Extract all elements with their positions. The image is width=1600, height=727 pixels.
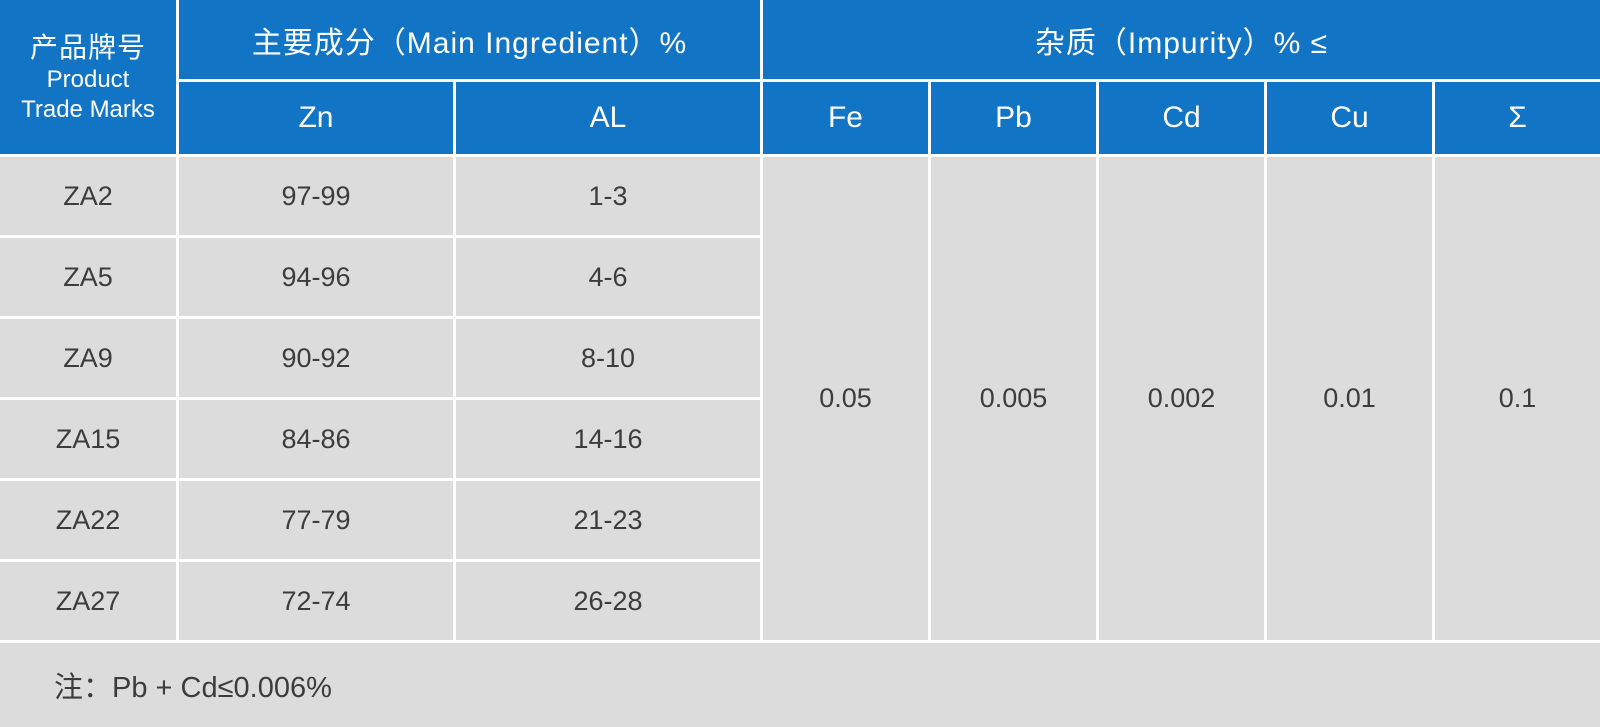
table-row-za9-al: 8-10 [456,319,760,397]
header-col-fe: Fe [763,82,928,154]
table-row-za27-zn: 72-74 [179,562,453,640]
table-row-za5-al: 4-6 [456,238,760,316]
table-row-za9-mark: ZA9 [0,319,176,397]
table-row-za2-al: 1-3 [456,157,760,235]
table-row-za15-zn: 84-86 [179,400,453,478]
table-row-za2-zn: 97-99 [179,157,453,235]
limit-cell-sigma: 0.1 [1435,157,1600,640]
header-col-al: AL [456,82,760,154]
table-row-za27-al: 26-28 [456,562,760,640]
limit-cell-cd: 0.002 [1099,157,1264,640]
limit-cell-cu: 0.01 [1267,157,1432,640]
header-product-trade-marks: 产品牌号 Product Trade Marks [0,0,176,154]
limit-cell-pb: 0.005 [931,157,1096,640]
header-group-main-ingredient: 主要成分（Main Ingredient）% [179,0,760,79]
header-col-cd: Cd [1099,82,1264,154]
table-row-za22-al: 21-23 [456,481,760,559]
table-row-za9-zn: 90-92 [179,319,453,397]
table-row-za2-mark: ZA2 [0,157,176,235]
header-product-zh: 产品牌号 [29,31,146,63]
table-row-za22-mark: ZA22 [0,481,176,559]
header-col-zn: Zn [179,82,453,154]
header-col-sigma: Σ [1435,82,1600,154]
table-row-za22-zn: 77-79 [179,481,453,559]
table-row-za27-mark: ZA27 [0,562,176,640]
table-row-za5-zn: 94-96 [179,238,453,316]
limit-cell-fe: 0.05 [763,157,928,640]
header-group-impurity: 杂质（Impurity）% ≤ [763,0,1600,79]
header-product-en-line1: Product [46,65,130,93]
table-row-za15-mark: ZA15 [0,400,176,478]
header-col-cu: Cu [1267,82,1432,154]
footnote: 注：Pb + Cd≤0.006% [0,643,1600,727]
header-product-en-line2: Trade Marks [21,95,155,123]
header-col-pb: Pb [931,82,1096,154]
table-row-za15-al: 14-16 [456,400,760,478]
table-row-za5-mark: ZA5 [0,238,176,316]
